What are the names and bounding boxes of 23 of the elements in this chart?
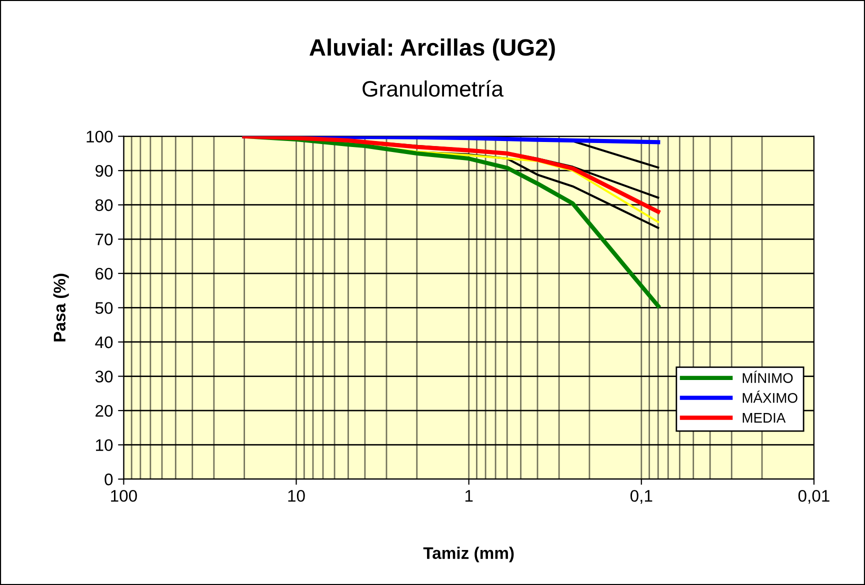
x-tick-label: 10 bbox=[288, 490, 305, 502]
legend-label: MÁXIMO bbox=[742, 390, 798, 403]
y-tick-label: 10 bbox=[96, 439, 113, 452]
y-tick-label: 20 bbox=[96, 404, 113, 417]
chart-subtitle: Granulometría bbox=[362, 80, 504, 97]
y-tick-label: 70 bbox=[96, 234, 113, 246]
y-tick-label: 40 bbox=[95, 336, 113, 348]
legend-label: MEDIA bbox=[742, 413, 786, 423]
y-tick-label: 50 bbox=[95, 302, 113, 314]
x-tick-label: 0,01 bbox=[798, 490, 830, 504]
y-tick-label: 80 bbox=[95, 199, 113, 212]
y-tick-label: 100 bbox=[86, 130, 113, 143]
y-tick-label: 60 bbox=[96, 268, 113, 280]
x-axis-title: Tamiz (mm) bbox=[423, 546, 514, 562]
y-tick-label: 90 bbox=[96, 164, 113, 177]
x-tick-label: 0,1 bbox=[630, 490, 652, 504]
x-tick-label: 1 bbox=[465, 490, 473, 502]
legend-label: MÍNIMO bbox=[742, 370, 793, 383]
y-tick-label: 30 bbox=[95, 370, 113, 382]
y-tick-label: 0 bbox=[104, 474, 113, 486]
chart-title: Aluvial: Arcillas (UG2) bbox=[310, 38, 555, 60]
x-tick-label: 100 bbox=[111, 490, 137, 502]
y-axis-title: Pasa (%) bbox=[53, 274, 69, 342]
